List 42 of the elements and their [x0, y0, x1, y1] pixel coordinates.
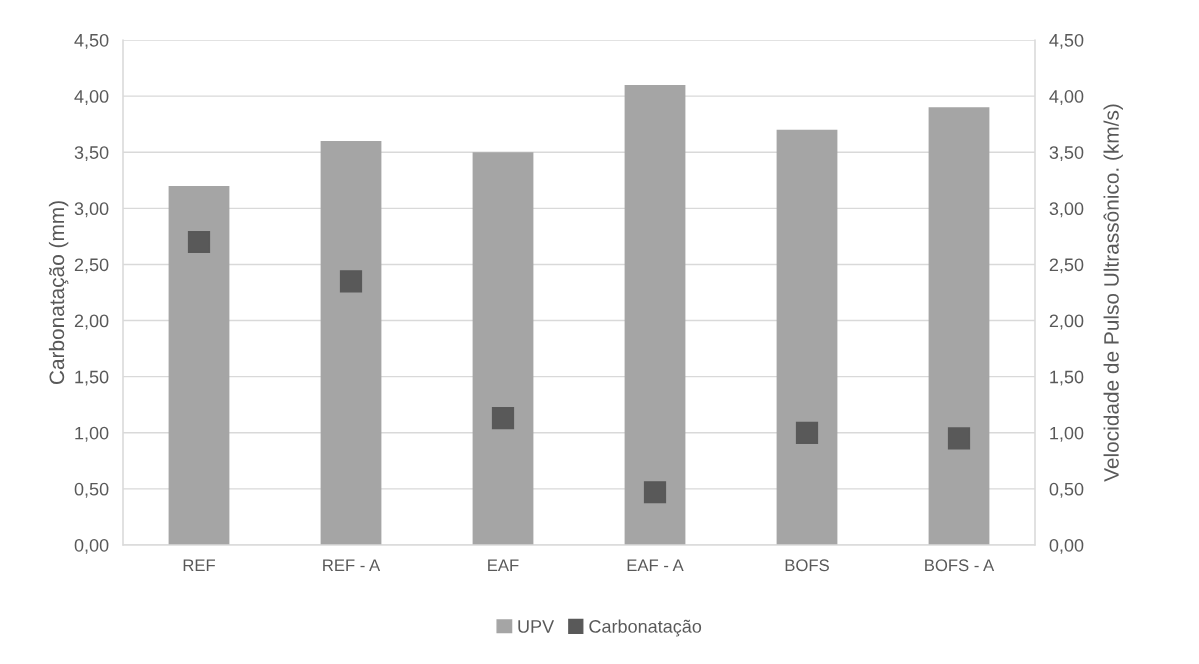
y2-tick-label: 3,00 — [1049, 202, 1084, 218]
y-tick-label: 1,50 — [75, 370, 109, 386]
y2-axis-title: Velocidade de Pulso Ultrassônico. (km/s) — [1103, 104, 1123, 482]
point — [491, 407, 515, 430]
y2-tick-label: 0,00 — [1049, 538, 1084, 554]
y2-tick-label: 4,50 — [1049, 33, 1084, 49]
y-tick-label: 4,50 — [74, 33, 109, 49]
point — [339, 270, 363, 293]
y-tick-label: 0,50 — [74, 482, 109, 498]
bar — [928, 107, 990, 545]
x-tick-label: REF - A — [323, 559, 381, 571]
x-tick-label: REF — [183, 559, 215, 571]
y2-tick-label: 2,00 — [1049, 314, 1084, 330]
bar — [776, 129, 838, 545]
legend-label: UPV — [518, 620, 555, 633]
y-tick-label: 2,50 — [74, 258, 109, 274]
y2-tick-label: 0,50 — [1049, 482, 1084, 498]
point — [947, 427, 971, 450]
x-tick-label: EAF - A — [627, 559, 684, 571]
x-tick-label: BOFS — [785, 559, 829, 572]
point — [643, 481, 667, 504]
bar — [624, 84, 686, 545]
y-tick-label: 2,00 — [74, 314, 109, 330]
y-tick-label: 3,50 — [74, 146, 109, 162]
y-tick-label: 3,00 — [74, 202, 109, 218]
bar — [320, 141, 382, 545]
y-tick-label: 0,00 — [74, 538, 109, 554]
y-tick-label: 1,00 — [75, 426, 109, 442]
bar — [472, 152, 534, 545]
y2-tick-label: 1,00 — [1050, 426, 1084, 442]
y2-tick-label: 3,50 — [1049, 146, 1084, 162]
y-axis-title: Carbonatação (mm) — [48, 201, 69, 385]
y-tick-label: 4,00 — [74, 90, 109, 105]
y2-tick-label: 4,00 — [1049, 90, 1084, 105]
y2-tick-label: 1,50 — [1050, 370, 1084, 386]
bar — [168, 185, 230, 545]
point — [795, 421, 819, 444]
x-tick-label: BOFS - A — [925, 559, 995, 572]
legend-label: Carbonatação — [589, 619, 702, 637]
y2-tick-label: 2,50 — [1049, 258, 1084, 274]
x-tick-label: EAF — [488, 559, 519, 571]
point — [187, 230, 211, 254]
